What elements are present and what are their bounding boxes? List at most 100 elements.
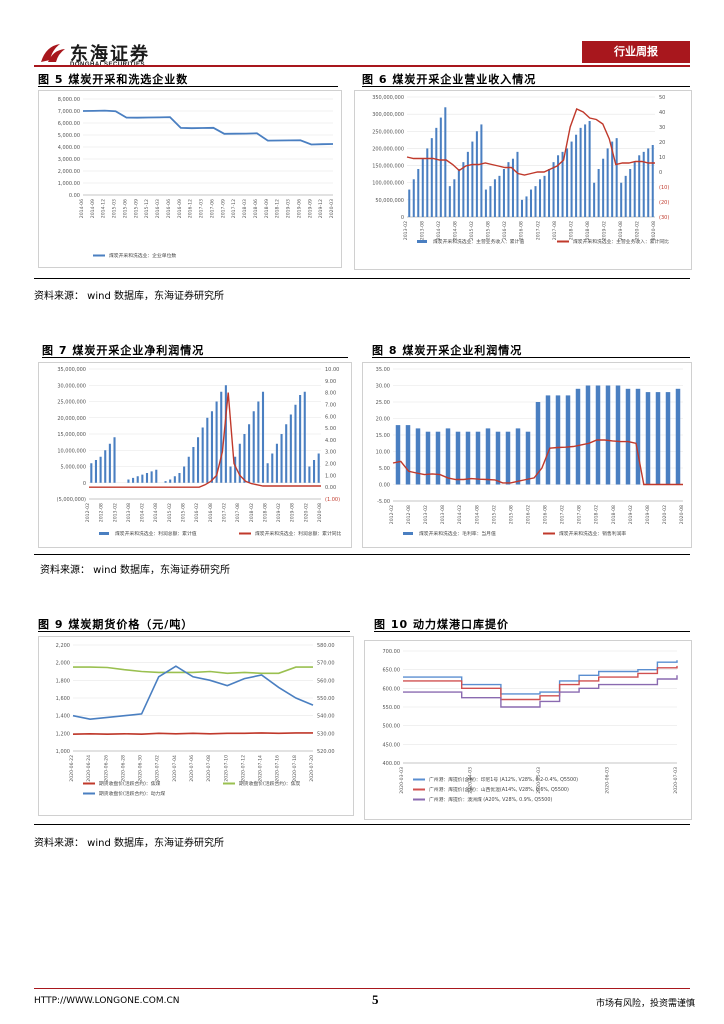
x-tick-label: 2018-09: [264, 199, 270, 218]
bar: [515, 428, 521, 485]
y-tick-label: 350,000,000: [372, 95, 404, 101]
series-line: [403, 675, 678, 708]
legend-label: 煤炭开采和洗选业：主营业务收入：累计值: [433, 238, 524, 245]
x-tick-label: 2018-08: [262, 503, 268, 522]
legend-label: 期货收盘价(活跃合约)：焦煤: [99, 780, 161, 787]
x-tick-label: 2019-06: [296, 199, 302, 218]
bar: [629, 169, 632, 217]
y2-tick-label: 30: [659, 125, 665, 131]
legend-label: 期货收盘价(活跃合约)：动力煤: [99, 790, 165, 797]
bar: [457, 169, 460, 217]
legend-label: 广州港：库提价(含税)：山西优混(A14%, V28%, 0.6%, Q5500…: [429, 786, 569, 793]
x-tick-label: 2015-08: [508, 505, 514, 524]
x-tick-label: 2012-02: [389, 505, 395, 524]
bar: [579, 127, 582, 217]
bar: [275, 443, 278, 483]
x-tick-label: 2020-08: [679, 505, 685, 524]
bar: [425, 431, 431, 485]
x-tick-label: 2014-02: [140, 503, 146, 522]
bar: [421, 158, 424, 217]
bar: [606, 148, 609, 217]
x-tick-label: 2017-02: [535, 221, 541, 240]
x-tick-label: 2013-02: [403, 221, 409, 240]
x-tick-label: 2017-08: [235, 503, 241, 522]
y-tick-label: 200,000,000: [372, 146, 404, 152]
bar: [150, 471, 153, 483]
bar: [633, 162, 636, 217]
x-tick-label: 2016-09: [177, 199, 183, 218]
footer-url[interactable]: HTTP://WWW.LONGONE.COM.CN: [34, 996, 180, 1006]
bar: [201, 427, 204, 483]
report-type-badge: 行业周报: [582, 41, 690, 63]
figure-6-title-rule: [362, 86, 690, 87]
y-tick-label: 600.00: [383, 686, 401, 692]
y-tick-label: 20,000,000: [57, 416, 86, 422]
bar: [529, 189, 533, 217]
bar: [308, 466, 311, 483]
x-tick-label: 2020-07-10: [223, 755, 229, 782]
x-tick-label: 2020-02: [662, 505, 668, 524]
figure-10-title: 图 10 动力煤港口库提价: [374, 618, 509, 631]
bar: [480, 124, 483, 217]
x-tick-label: 2013-08: [420, 221, 426, 240]
bar: [173, 476, 176, 483]
bar: [224, 385, 227, 483]
y2-tick-label: 0: [659, 170, 662, 176]
bar: [575, 134, 578, 217]
x-tick-label: 2019-08: [645, 505, 651, 524]
y2-tick-label: (10): [659, 185, 669, 191]
bar: [215, 401, 218, 483]
bar: [285, 424, 288, 483]
x-tick-label: 2016-08: [519, 221, 525, 240]
bar: [665, 392, 671, 485]
y-tick-label: 400.00: [383, 761, 401, 767]
y2-tick-label: 9.00: [325, 379, 336, 385]
source-2: 资料来源： wind 数据库，东海证券研究所: [40, 565, 230, 576]
bar: [525, 431, 531, 485]
bar: [566, 148, 569, 217]
bar: [435, 127, 438, 217]
x-tick-label: 2019-02: [601, 221, 607, 240]
bar: [647, 148, 650, 217]
figure-9-chart: 2,200 2,000 1,800 1,600 1,400 1,200 1,000 580.0…: [38, 636, 354, 816]
bar: [206, 417, 209, 483]
source-3: 资料来源： wind 数据库，东海证券研究所: [34, 838, 224, 849]
y-tick-label: 150,000,000: [372, 164, 404, 170]
x-tick-label: 2015-02: [469, 221, 475, 240]
y-tick-label: 1,400: [56, 714, 70, 720]
y-tick-label: 1,000: [56, 749, 70, 755]
bar: [638, 155, 641, 217]
x-tick-label: 2018-06: [253, 199, 259, 218]
y-tick-label: 0: [401, 215, 404, 221]
bar: [625, 388, 631, 485]
bar: [485, 428, 491, 485]
brand-name: 东海证券: [70, 44, 150, 64]
y-tick-label: 25,000,000: [57, 400, 86, 406]
x-tick-label: 2020-07-02: [155, 755, 161, 782]
series-line: [406, 108, 655, 176]
x-tick-label: 2020-02: [303, 503, 309, 522]
figure-5-title: 图 5 煤炭开采和洗选企业数: [38, 73, 189, 86]
bar: [498, 175, 501, 217]
x-tick-label: 2015-06: [122, 199, 128, 218]
figure-5-chart: 8,000.00 7,000.00 6,000.00 5,000.00 4,000.00…: [38, 90, 342, 268]
y-tick-label: 0.00: [379, 483, 390, 489]
figure-5-svg: 8,000.00 7,000.00 6,000.00 5,000.00 4,000.00…: [58, 97, 335, 259]
bar: [229, 466, 232, 483]
bar: [248, 424, 251, 483]
y-tick-label: 700.00: [383, 649, 401, 655]
figure-7-title: 图 7 煤炭开采企业净利润情况: [42, 344, 205, 357]
x-tick-label: 2015-09: [133, 199, 139, 218]
y2-tick-label: (1.00): [325, 497, 340, 503]
bar: [187, 456, 190, 483]
y2-tick-label: 520.00: [317, 749, 335, 755]
figure-9-svg: 2,200 2,000 1,800 1,600 1,400 1,200 1,000 580.0…: [56, 643, 335, 797]
bar: [455, 431, 461, 485]
bar: [597, 169, 600, 217]
x-tick-label: 2018-02: [249, 503, 255, 522]
legend-swatch: [403, 532, 413, 535]
y-tick-label: 1,200: [56, 731, 70, 737]
x-tick-label: 2014-12: [101, 199, 107, 218]
y-tick-label: 2,000.00: [58, 169, 80, 175]
y-tick-label: (5,000,000): [57, 497, 86, 503]
